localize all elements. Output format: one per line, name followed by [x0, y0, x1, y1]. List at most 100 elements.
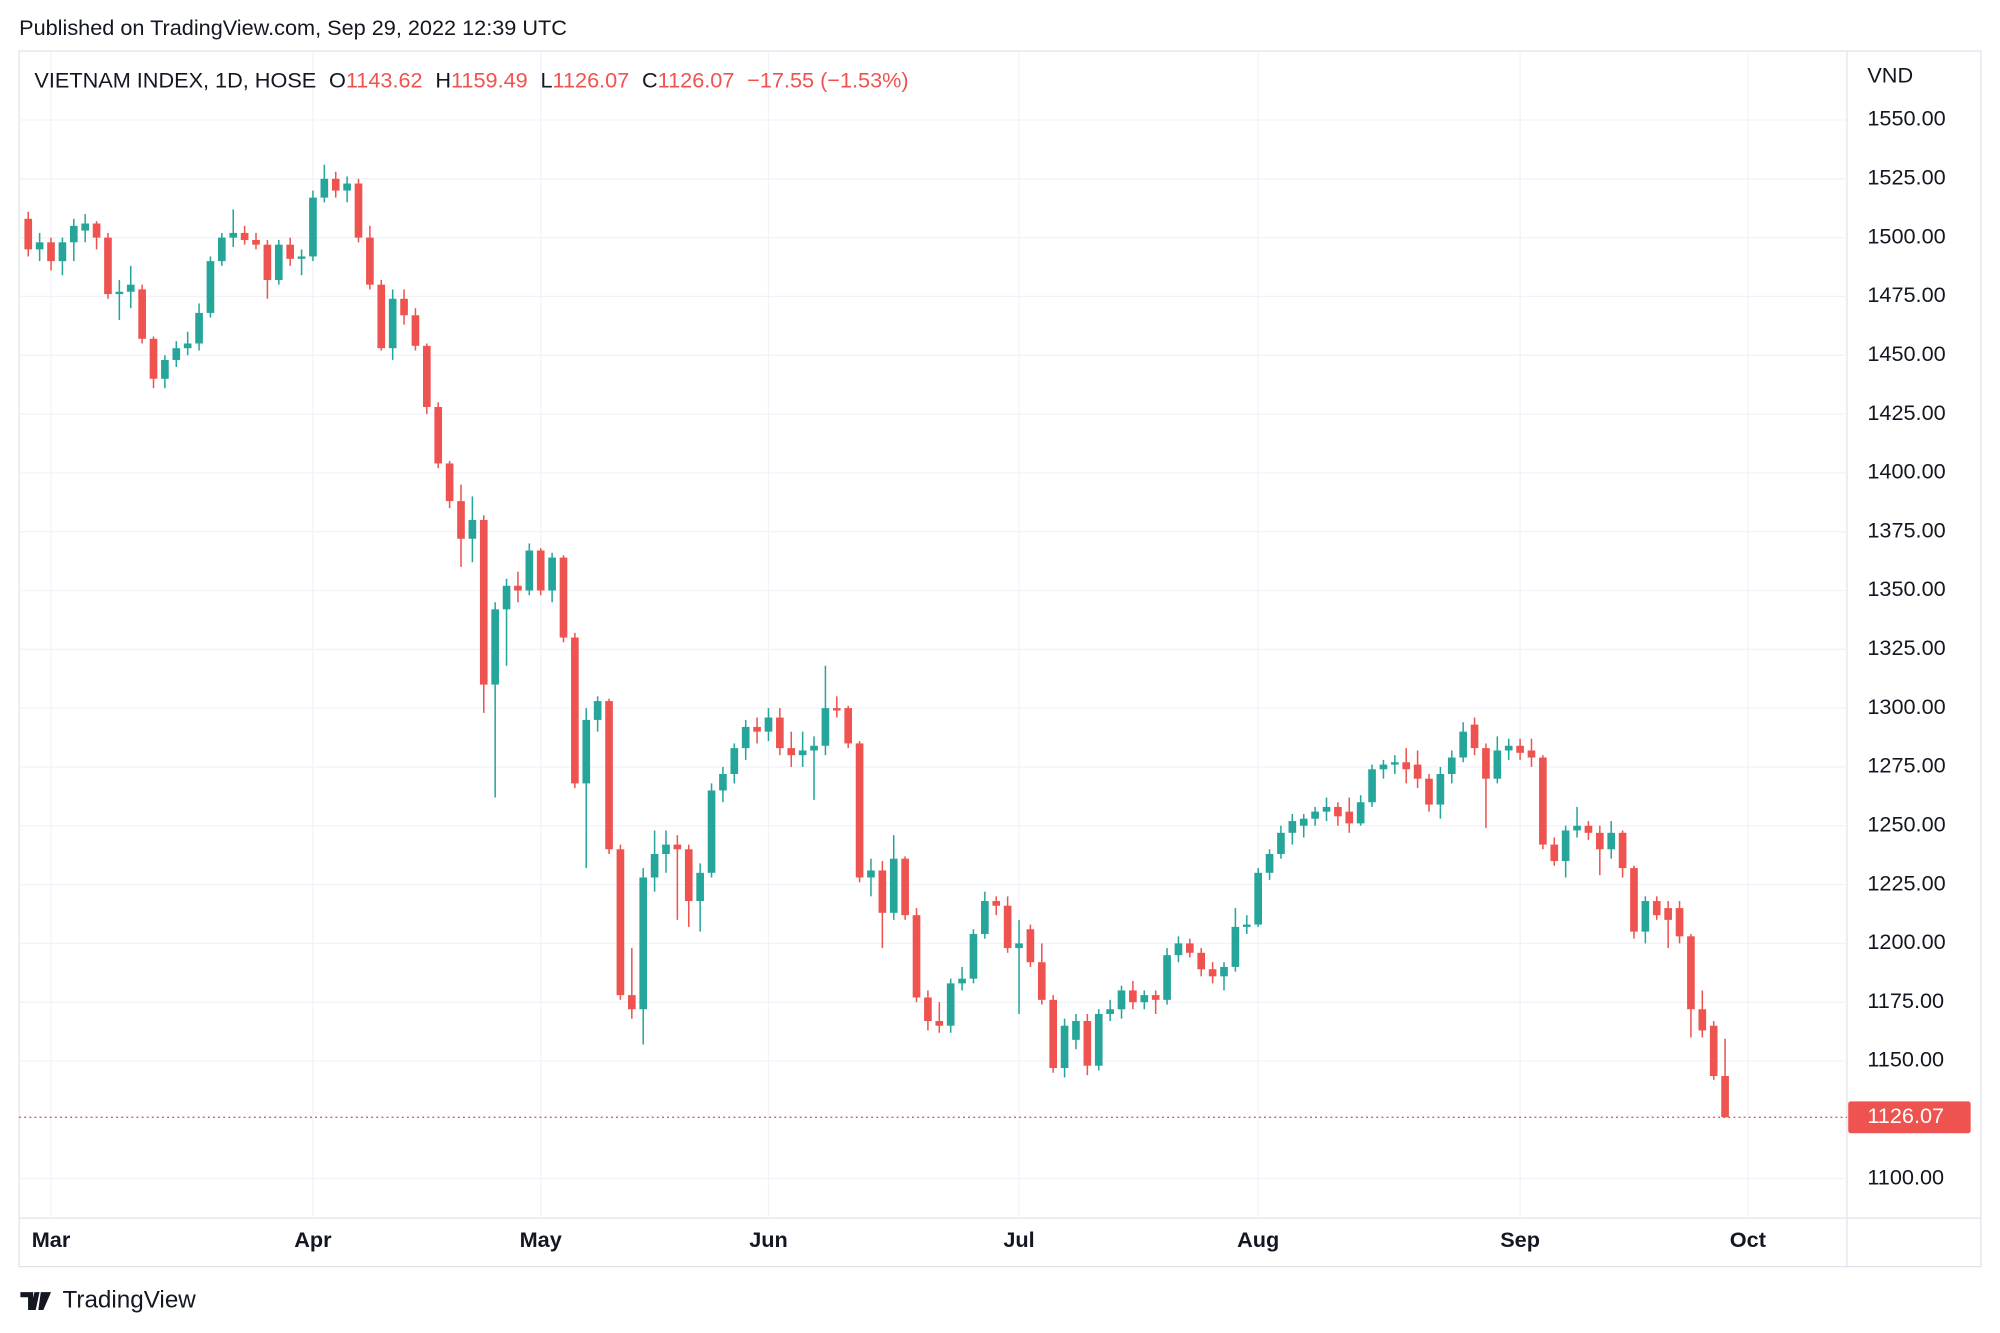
candle-body	[1721, 1076, 1729, 1118]
candle-body	[1060, 1025, 1069, 1069]
legend-key: O	[329, 67, 346, 92]
candle-body	[400, 298, 408, 316]
candle-body	[1345, 811, 1354, 824]
candle-body	[1083, 1021, 1092, 1066]
candle-body	[969, 933, 978, 979]
candle-body	[935, 1021, 944, 1026]
candle-body	[92, 223, 101, 238]
candle-body	[1265, 853, 1274, 873]
candle-body	[1504, 745, 1513, 751]
candle-body	[639, 877, 648, 1010]
candle-body	[252, 239, 260, 245]
candle-body	[1470, 724, 1479, 749]
legend-value: 1126.07	[658, 67, 735, 92]
candle-body	[138, 289, 146, 339]
candle-body	[1493, 750, 1502, 779]
y-tick-label: 1375.00	[1867, 517, 1945, 542]
candle-body	[741, 726, 750, 749]
y-tick-label: 1475.00	[1867, 282, 1945, 307]
y-tick-label: 1250.00	[1867, 811, 1945, 836]
candle-body	[218, 237, 226, 262]
candle-body	[548, 557, 556, 591]
candle-body	[35, 242, 44, 250]
candle-body	[263, 244, 272, 280]
candle-body	[1163, 955, 1171, 1000]
brand-name: TradingView	[63, 1286, 197, 1313]
candle-body	[1174, 943, 1183, 956]
candle-body	[434, 407, 443, 464]
candle-body	[1550, 844, 1559, 862]
candle-body	[479, 519, 488, 685]
y-tick-label: 1300.00	[1867, 694, 1945, 719]
candle-body	[719, 773, 727, 791]
candle-body	[1117, 990, 1126, 1010]
candle-body	[58, 242, 67, 262]
candle-body	[707, 790, 716, 873]
candle-body	[1208, 969, 1217, 977]
y-tick-label: 1525.00	[1867, 165, 1945, 190]
y-axis-label: VND	[1867, 62, 1913, 87]
candle-body	[320, 178, 329, 198]
candle-body	[684, 849, 693, 902]
candle-body	[274, 244, 283, 280]
candle-body	[1539, 757, 1547, 845]
candle-body	[571, 637, 579, 784]
candle-body	[912, 915, 921, 998]
x-tick-label: Aug	[1237, 1227, 1279, 1252]
logo-icon	[20, 1292, 52, 1310]
candle-body	[81, 223, 90, 231]
candle-body	[126, 284, 135, 292]
candle-body	[1277, 832, 1285, 854]
candle-body	[1675, 908, 1684, 937]
candle-body	[445, 463, 454, 502]
candle-body	[730, 748, 739, 774]
candle-body	[946, 983, 955, 1026]
candle-body	[286, 244, 294, 259]
candle-body	[924, 997, 932, 1022]
candle-body	[1573, 825, 1581, 831]
x-tick-label: Mar	[32, 1227, 71, 1252]
candle-body	[1595, 832, 1604, 850]
candle-body	[1698, 1009, 1707, 1031]
legend-change: −17.55 (−1.53%)	[747, 67, 908, 92]
candle-body	[776, 717, 784, 749]
candle-body	[331, 178, 340, 191]
candle-body	[889, 858, 898, 913]
candle-body	[1584, 825, 1593, 833]
candle-body	[1049, 999, 1058, 1069]
published-note: Published on TradingView.com, Sep 29, 20…	[19, 15, 567, 40]
candle-body	[958, 978, 966, 984]
x-tick-label: Apr	[294, 1227, 332, 1252]
legend-value: 1143.62	[346, 67, 423, 92]
candle-body	[297, 256, 306, 259]
candle-body	[1561, 830, 1570, 862]
candle-body	[582, 719, 591, 784]
candle-body	[1299, 818, 1308, 826]
candle-body	[1368, 769, 1376, 803]
candle-body	[1356, 802, 1365, 824]
candle-body	[1106, 1009, 1114, 1014]
x-tick-label: Jul	[1003, 1227, 1034, 1252]
candle-body	[104, 237, 112, 295]
x-tick-label: Jun	[749, 1227, 788, 1252]
candle-body	[867, 870, 875, 878]
candle-body	[149, 338, 158, 379]
candle-body	[423, 345, 431, 408]
candle-body	[1618, 832, 1627, 869]
candle-body	[1425, 778, 1433, 805]
candle-body	[798, 750, 807, 756]
y-tick-label: 1225.00	[1867, 870, 1945, 895]
candle-body	[855, 743, 864, 878]
candle-body	[878, 870, 887, 913]
candle-body	[1322, 806, 1331, 812]
candle-body	[1687, 936, 1695, 1010]
chart-frame	[18, 50, 1982, 1268]
legend-key: C	[642, 67, 658, 92]
candle-body	[696, 872, 704, 902]
candle-body	[1527, 750, 1536, 758]
candle-body	[1015, 943, 1023, 949]
candle-body	[195, 312, 203, 344]
candle-body	[1482, 748, 1490, 779]
